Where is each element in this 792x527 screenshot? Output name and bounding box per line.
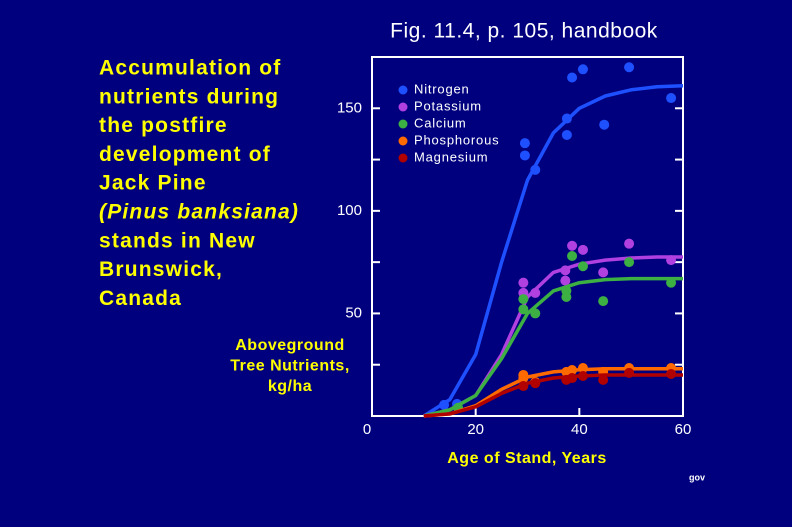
data-point (518, 277, 529, 288)
x-tick-label: 40 (571, 421, 588, 438)
data-point (530, 308, 541, 319)
legend-marker (398, 153, 408, 163)
data-point (519, 150, 530, 161)
data-point (577, 362, 588, 373)
data-point (567, 240, 578, 251)
data-point (518, 373, 529, 384)
legend-label: Phosphorous (414, 132, 499, 147)
data-point (567, 373, 578, 384)
data-point (666, 255, 677, 266)
y-axis-label: Aboveground (235, 337, 345, 354)
x-tick-label: 60 (675, 421, 692, 438)
data-point (599, 119, 610, 130)
data-point (561, 285, 572, 296)
description-line: nutrients during (99, 85, 279, 108)
legend-label: Nitrogen (414, 81, 470, 96)
fit-curve (423, 276, 683, 418)
y-tick-label: 50 (345, 304, 362, 321)
y-tick-label: 100 (337, 202, 362, 219)
data-point (561, 113, 572, 124)
plot-frame (371, 56, 684, 417)
data-point (519, 138, 530, 149)
fit-curve (423, 373, 683, 418)
data-point (577, 244, 588, 255)
data-point (567, 250, 578, 261)
data-point (598, 374, 609, 385)
description-line: (Pinus banksiana) (99, 201, 299, 224)
description-line: Canada (99, 287, 182, 310)
legend-label: Calcium (414, 115, 467, 130)
data-point (598, 296, 609, 307)
data-point (567, 72, 578, 83)
data-point (624, 62, 635, 73)
x-tick-label: 20 (467, 421, 484, 438)
description-line: Jack Pine (99, 172, 207, 195)
data-point (577, 261, 588, 272)
data-point (577, 370, 588, 381)
description-line: Brunswick, (99, 258, 223, 281)
legend-label: Potassium (414, 98, 482, 113)
fit-curve (423, 255, 683, 418)
data-point (666, 368, 677, 379)
data-point (530, 164, 541, 175)
data-point (624, 238, 635, 249)
data-point (518, 304, 529, 315)
data-point (666, 93, 677, 104)
x-tick-label: 0 (363, 421, 371, 438)
data-point (666, 277, 677, 288)
legend-marker (398, 102, 408, 112)
legend-label: Magnesium (414, 149, 488, 164)
fit-curve (422, 83, 684, 418)
data-point (577, 64, 588, 75)
data-point (561, 129, 572, 140)
data-point (530, 378, 541, 389)
data-point (518, 294, 529, 305)
data-point (624, 367, 635, 378)
y-axis-label: kg/ha (268, 378, 312, 395)
description-line: the postfire (99, 114, 228, 137)
data-point (598, 267, 609, 278)
chart-title: Fig. 11.4, p. 105, handbook (390, 20, 658, 43)
data-point (560, 275, 571, 286)
description-line: development of (99, 143, 271, 166)
x-axis-label: Age of Stand, Years (447, 450, 606, 467)
source: gov (689, 472, 705, 482)
y-axis-label: Tree Nutrients, (230, 358, 350, 375)
data-point (439, 399, 450, 410)
data-point (560, 265, 571, 276)
data-point (518, 381, 529, 392)
y-tick-label: 150 (337, 99, 362, 116)
description-line: Accumulation of (99, 57, 282, 80)
data-point (567, 365, 578, 376)
legend-marker (398, 85, 408, 95)
data-point (624, 257, 635, 268)
description-line: stands in New (99, 229, 256, 252)
legend-marker (398, 136, 408, 146)
legend-marker (398, 119, 408, 129)
data-point (530, 287, 541, 298)
